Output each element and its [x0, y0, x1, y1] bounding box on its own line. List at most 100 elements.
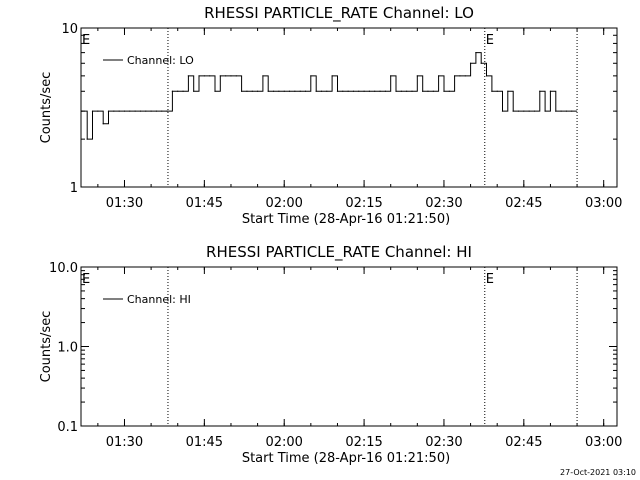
data-point	[107, 110, 110, 112]
data-point	[214, 90, 216, 92]
y-tick-label: 1.0	[57, 341, 78, 356]
data-point	[555, 110, 557, 112]
data-point	[198, 75, 200, 77]
data-point	[406, 90, 408, 92]
data-point	[560, 110, 562, 112]
x-tick-label: 02:45	[505, 196, 542, 211]
data-point	[368, 90, 371, 92]
x-tick-label: 02:00	[265, 196, 302, 211]
data-point	[246, 90, 248, 92]
data-point	[395, 90, 397, 92]
plot-panel-lo: RHESSI PARTICLE_RATE Channel: LO 01:30 01:…	[39, 4, 622, 227]
data-point	[512, 110, 514, 112]
x-tick-label: 01:30	[106, 196, 143, 211]
data-point	[501, 110, 504, 112]
x-tick-label: 02:45	[505, 435, 542, 450]
data-point	[294, 90, 296, 92]
data-point	[145, 110, 147, 112]
data-point	[379, 90, 381, 92]
data-point	[571, 110, 573, 112]
plot-panel-hi: RHESSI PARTICLE_RATE Channel: HI 01:30 01:…	[39, 243, 622, 466]
data-point	[102, 123, 104, 125]
data-point	[209, 75, 211, 77]
data-point	[422, 90, 424, 92]
data-point	[241, 90, 243, 92]
data-point	[475, 52, 477, 54]
x-axis-label: Start Time (28-Apr-16 01:21:50)	[242, 451, 450, 466]
event-marker: E	[486, 33, 494, 48]
data-point	[262, 75, 264, 77]
data-point	[187, 75, 189, 77]
x-tick-label: 03:00	[585, 196, 622, 211]
data-point	[374, 90, 376, 92]
data-point	[485, 75, 488, 77]
data-point	[384, 90, 386, 92]
event-marker: E	[486, 272, 494, 287]
data-point	[203, 75, 205, 77]
data-point	[81, 110, 83, 112]
data-point	[177, 90, 179, 92]
data-point	[113, 110, 115, 112]
data-point	[320, 90, 323, 92]
data-point	[118, 110, 120, 112]
data-point	[544, 110, 546, 112]
data-point	[358, 90, 360, 92]
data-point	[225, 75, 227, 77]
data-point	[288, 90, 291, 92]
footer-timestamp: 27-Oct-2021 03:10	[560, 468, 636, 477]
x-tick-label: 03:00	[585, 435, 622, 450]
data-point	[336, 90, 339, 92]
x-tick-label: 02:30	[425, 435, 462, 450]
data-point	[480, 62, 482, 64]
data-point	[347, 90, 349, 92]
data-point	[315, 90, 317, 92]
data-point	[411, 90, 413, 92]
x-tick-label: 01:45	[186, 435, 223, 450]
data-point	[304, 90, 307, 92]
data-point	[507, 90, 509, 92]
data-point	[123, 110, 126, 112]
y-tick-label: 10	[61, 22, 78, 37]
data-point	[416, 75, 418, 77]
data-point	[438, 75, 440, 77]
y-axis-label: Counts/sec	[39, 72, 54, 144]
data-point	[251, 90, 253, 92]
data-point	[549, 90, 552, 92]
data-point	[129, 110, 131, 112]
data-point	[97, 110, 99, 112]
data-point	[491, 90, 493, 92]
x-axis-label: Start Time (28-Apr-16 01:21:50)	[242, 212, 450, 227]
legend-label: Channel: HI	[127, 293, 191, 306]
y-tick-label: 0.1	[57, 420, 78, 435]
x-tick-label: 02:00	[265, 435, 302, 450]
data-point	[299, 90, 301, 92]
data-point	[454, 75, 456, 77]
x-tick-label: 02:30	[425, 196, 462, 211]
x-tick-label: 01:45	[186, 196, 223, 211]
data-point	[272, 90, 275, 92]
data-point	[182, 90, 184, 92]
data-point	[150, 110, 152, 112]
y-tick-label: 10.0	[49, 261, 78, 276]
data-point	[331, 75, 333, 77]
data-point	[352, 90, 355, 92]
data-point	[469, 62, 472, 64]
data-point	[171, 90, 174, 92]
data-point	[517, 110, 520, 112]
data-point	[155, 110, 158, 112]
data-point	[523, 110, 525, 112]
data-point	[432, 90, 434, 92]
data-point	[459, 75, 461, 77]
event-marker: E	[82, 33, 90, 48]
data-point	[496, 90, 498, 92]
data-point	[230, 75, 232, 77]
data-point	[161, 110, 163, 112]
data-point	[283, 90, 285, 92]
legend-label: Channel: LO	[127, 54, 194, 67]
data-point	[464, 75, 466, 77]
x-tick-label: 02:15	[345, 196, 382, 211]
y-axis-label: Counts/sec	[39, 311, 54, 383]
data-point	[363, 90, 365, 92]
data-point	[278, 90, 280, 92]
